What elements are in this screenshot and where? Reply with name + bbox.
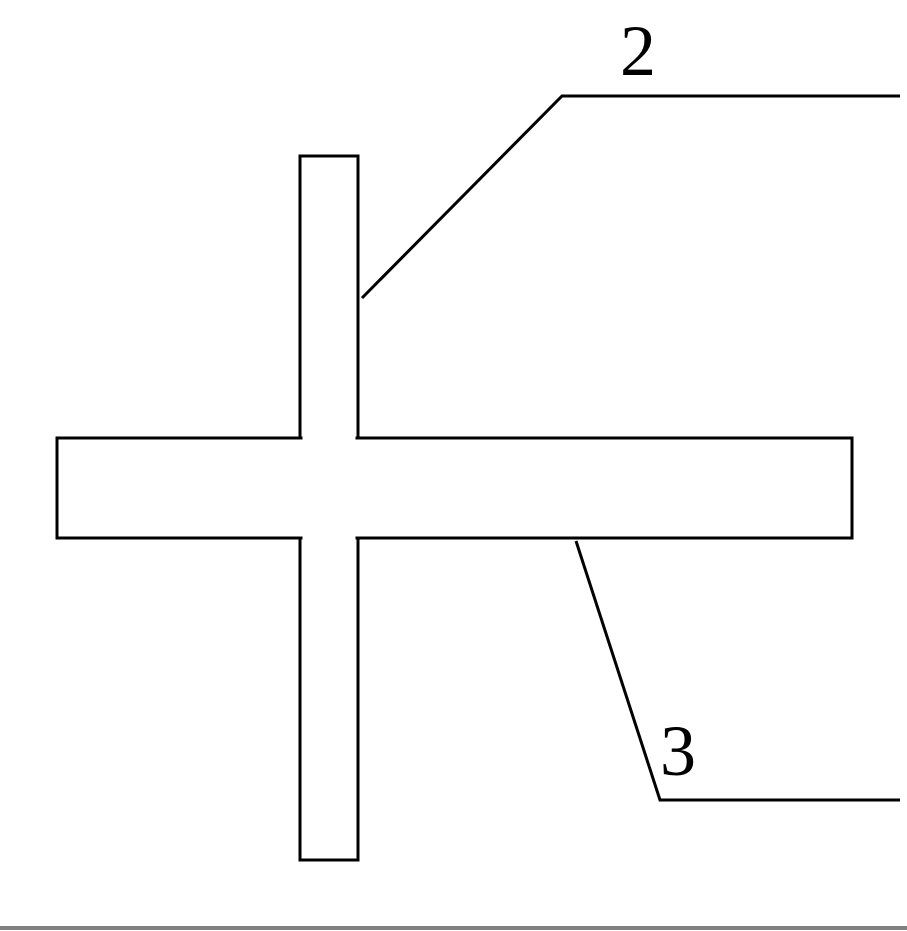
leader-line-3 <box>576 541 900 800</box>
vertical-bar-top <box>300 156 358 438</box>
horizontal-bar <box>57 438 852 538</box>
cross-diagram-svg <box>0 0 907 931</box>
leader-line-2 <box>362 96 900 298</box>
callout-label-2: 2 <box>620 10 656 93</box>
vertical-bar-bottom <box>300 538 358 860</box>
callout-label-3: 3 <box>660 710 696 793</box>
